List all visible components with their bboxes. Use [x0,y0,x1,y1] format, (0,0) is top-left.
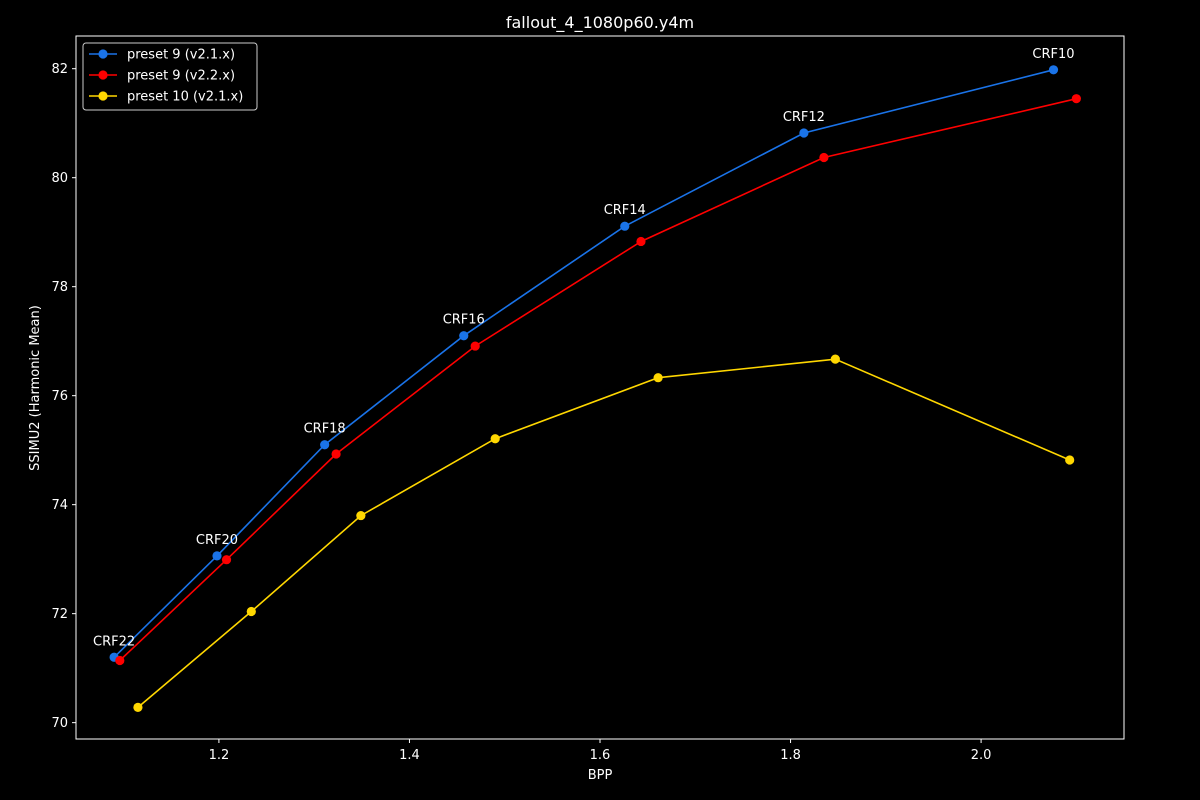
series-3-point [830,354,840,364]
x-tick-label: 1.6 [590,748,611,763]
legend-swatch-marker [98,70,108,80]
series-3-point [1065,455,1075,465]
series-2-point [115,655,125,666]
crf-annotation: CRF10 [1032,47,1074,62]
series-2-point [470,341,480,351]
x-tick-label: 1.8 [780,748,801,763]
crf-annotation: CRF20 [196,533,238,548]
y-axis-label: SSIMU2 (Harmonic Mean) [28,305,43,471]
series-1-point [212,551,222,561]
legend-entry-label: preset 10 (v2.1.x) [127,90,243,105]
legend-swatch-marker [98,91,108,101]
y-tick-label: 74 [51,498,68,513]
y-tick-label: 80 [51,171,68,186]
series-3-point [356,510,366,521]
series-3-point [490,434,500,444]
y-tick-label: 82 [51,62,68,77]
y-tick-label: 76 [51,389,68,404]
crf-annotation: CRF12 [783,110,825,125]
series-2-point [331,449,341,459]
x-tick-label: 2.0 [971,748,992,763]
x-axis-label: BPP [588,768,613,783]
crf-annotation: CRF14 [604,203,646,218]
x-tick-label: 1.4 [399,748,420,763]
series-1-point [620,221,630,231]
series-1-point [320,440,330,450]
series-1-point [799,128,809,138]
legend-entry-label: preset 9 (v2.2.x) [127,69,235,84]
x-tick-label: 1.2 [209,748,230,763]
crf-annotation: CRF16 [443,313,485,328]
series-1-point [459,331,469,341]
plot-area: 1.2 1.4 1.6 1.8 2.0 70 72 74 76 78 80 82 CRF22 CRF20 C… [51,35,1125,763]
y-tick-label: 72 [51,607,68,622]
legend-entry-label: preset 9 (v2.1.x) [127,48,235,63]
series-3-point [246,606,256,617]
series-2-point [221,555,232,565]
series-3-point [653,373,663,383]
series-3-point [133,702,143,712]
crf-annotation: CRF22 [93,634,135,649]
chart-title: fallout_4_1080p60.y4m [506,13,694,33]
legend-box [82,42,258,111]
y-tick-label: 70 [51,716,68,731]
series-1-point [1048,65,1059,75]
legend-swatch-marker [98,49,108,59]
legend: preset 9 (v2.1.x) preset 9 (v2.2.x) preset… [82,42,258,111]
series-2-point [819,152,829,163]
series-2-point [636,236,646,247]
series-2-point [1071,94,1081,104]
crf-annotation: CRF18 [304,422,346,437]
y-tick-label: 78 [51,280,68,295]
